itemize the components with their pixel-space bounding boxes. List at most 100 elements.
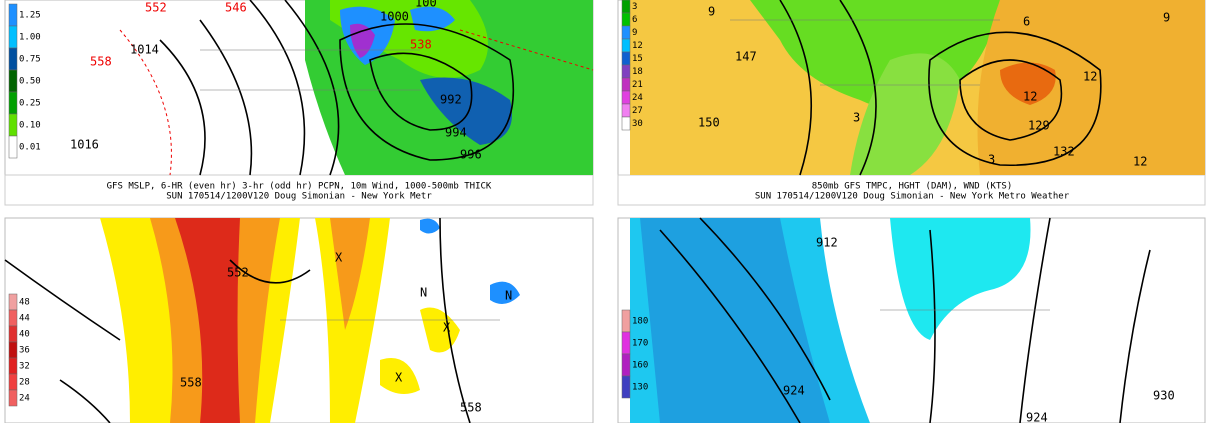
legend-swatch: [8, 135, 18, 159]
legend-label: 12: [632, 41, 643, 51]
legend-swatch: [8, 373, 18, 391]
contour-label: N: [505, 289, 512, 303]
contour-label: 558: [180, 376, 202, 390]
contour-label: 12: [1083, 70, 1097, 84]
legend-label: 24: [632, 93, 643, 103]
legend-label: 160: [632, 361, 648, 371]
legend-swatch: [621, 25, 631, 40]
contour-label: 912: [816, 236, 838, 250]
legend-label: 27: [632, 106, 643, 116]
legend-label: 170: [632, 339, 648, 349]
caption-box: [4, 174, 594, 206]
contour-label: 12: [1133, 155, 1147, 169]
legend-label: 44: [19, 314, 30, 324]
legend-label: 40: [19, 330, 30, 340]
legend-swatch: [621, 77, 631, 92]
legend-swatch: [8, 389, 18, 407]
contour-label: 3: [988, 153, 995, 167]
legend-swatch: [621, 375, 631, 399]
legend-swatch: [8, 25, 18, 49]
height-fill: [630, 218, 1031, 423]
legend-label: 28: [19, 378, 30, 388]
legend-label: 0.10: [19, 121, 41, 131]
panel-frame: [4, 217, 594, 423]
legend-swatch: [621, 0, 631, 14]
contour-label: 924: [783, 384, 805, 398]
contour-label: 996: [460, 148, 482, 162]
contour-label: 552: [227, 266, 249, 280]
contour-label: 558: [90, 55, 112, 69]
legend-swatch: [8, 69, 18, 93]
legend-label: 24: [19, 394, 30, 404]
contour-label: 552: [145, 1, 167, 15]
caption-line: 850mb GFS TMPC, HGHT (DAM), WND (KTS): [812, 182, 1012, 192]
legend-swatch: [8, 3, 18, 27]
caption-line: SUN 170514/1200V120 Doug Simonian - New …: [166, 192, 432, 202]
legend-label: 18: [632, 67, 643, 77]
legend-swatch: [621, 12, 631, 27]
contours: [4, 0, 1151, 423]
legend-label: 130: [632, 383, 648, 393]
legend-label: 3: [632, 2, 637, 12]
legend-swatch: [621, 51, 631, 66]
contour-label: 132: [1053, 145, 1075, 159]
legend-swatch: [621, 90, 631, 105]
legend-label: 30: [632, 119, 643, 129]
contour-label: N: [420, 286, 427, 300]
legend-label: 9: [632, 28, 637, 38]
legend-swatch: [621, 309, 631, 333]
contour-label: X: [443, 321, 451, 335]
legend-swatch: [8, 113, 18, 137]
legend-label: 0.25: [19, 99, 41, 109]
contour-label: 924: [1026, 411, 1048, 423]
contour-label: 538: [410, 38, 432, 52]
legend-swatch: [8, 341, 18, 359]
legend-swatch: [621, 116, 631, 131]
contour-label: 12: [1023, 90, 1037, 104]
legend-label: 32: [19, 362, 30, 372]
legend-swatch: [621, 103, 631, 118]
contour-label: X: [335, 251, 343, 265]
legend-label: 36: [19, 346, 30, 356]
legend-label: 1.00: [19, 33, 41, 43]
legend-swatch: [8, 47, 18, 71]
temp-fill: [630, 0, 1205, 176]
contour-label: 992: [440, 93, 462, 107]
legend-swatch: [8, 325, 18, 343]
contour-label: 129: [1028, 119, 1050, 133]
contour-label: 9: [708, 5, 715, 19]
legend-swatch: [8, 309, 18, 327]
contour-label: X: [395, 371, 403, 385]
legend-label: 1.25: [19, 11, 41, 21]
legend-swatch: [8, 357, 18, 375]
legend-label: 0.50: [19, 77, 41, 87]
contour-label: 147: [735, 50, 757, 64]
legend-label: 0.75: [19, 55, 41, 65]
legend-swatch: [621, 38, 631, 53]
legend-label: 6: [632, 15, 637, 25]
contour-label: 1016: [70, 138, 99, 152]
legend-swatch: [621, 353, 631, 377]
contour-label: 150: [698, 116, 720, 130]
legend-label: 48: [19, 298, 30, 308]
precip-fill: [305, 0, 593, 175]
contour-label: 546: [225, 1, 247, 15]
legend-swatch: [621, 64, 631, 79]
legend-label: 0.01: [19, 143, 41, 153]
legend-swatch: [8, 293, 18, 311]
contour-label: 6: [1023, 15, 1030, 29]
contour-label: 1000: [380, 10, 409, 24]
contour-label: 9: [1163, 11, 1170, 25]
contour-label: 930: [1153, 389, 1175, 403]
caption-line: SUN 170514/1200V120 Doug Simonian - New …: [755, 192, 1070, 202]
thickness-fill: [100, 218, 520, 423]
contour-label: 1014: [130, 43, 159, 57]
contour-label: 3: [853, 111, 860, 125]
legend-label: 21: [632, 80, 643, 90]
legend-label: 15: [632, 54, 643, 64]
legend-swatch: [8, 91, 18, 115]
contour-label: 994: [445, 126, 467, 140]
legend-swatch: [621, 331, 631, 355]
contour-label: 100: [415, 0, 437, 10]
